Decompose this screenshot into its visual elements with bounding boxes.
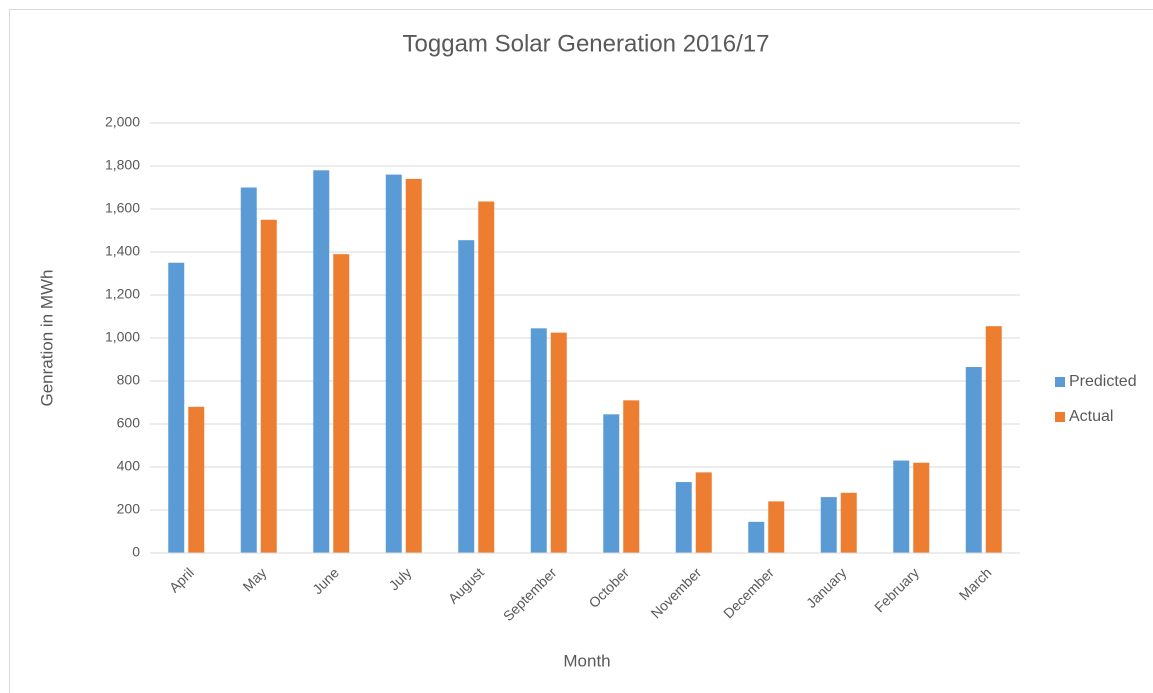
bar [260,219,277,553]
bar [695,472,712,553]
y-tick-label: 800 [117,372,141,388]
y-tick-label: 0 [132,544,140,560]
bar [385,174,402,553]
bar [965,367,982,553]
y-axis-label: Genration in MWh [37,270,56,407]
bar [168,262,185,553]
y-tick-label: 400 [117,458,141,474]
bar [840,492,857,553]
y-tick-label: 1,000 [105,329,140,345]
y-tick-label: 600 [117,415,141,431]
y-tick-label: 200 [117,501,141,517]
legend-swatch [1055,377,1065,387]
x-tick-label: August [445,564,487,606]
x-tick-label: December [720,564,777,621]
x-tick-label: February [871,564,922,615]
x-tick-label: January [803,564,850,611]
y-tick-label: 2,000 [105,114,140,130]
chart-title: Toggam Solar Generation 2016/17 [403,30,770,57]
bar [893,460,910,553]
bar [623,400,640,553]
bar [240,187,257,553]
x-tick-label: July [386,564,415,593]
bar [405,178,422,553]
x-tick-label: June [309,564,342,597]
x-tick-label: March [956,564,995,603]
bar [985,326,1002,553]
x-axis-label: Month [563,651,610,670]
x-tick-label: September [500,564,560,624]
bar [913,462,930,553]
y-tick-label: 1,600 [105,200,140,216]
bar [550,332,567,553]
bar [333,254,350,553]
bar [748,521,765,553]
x-tick-label: May [239,564,269,594]
bar [603,414,620,553]
bar [530,328,547,553]
bar [820,497,837,553]
x-tick-label: April [166,564,197,595]
bar [768,501,785,553]
y-tick-label: 1,800 [105,157,140,173]
y-tick-label: 1,400 [105,243,140,259]
legend-swatch [1055,412,1065,422]
bar [458,240,475,554]
bar [675,482,692,553]
bar [188,406,205,553]
y-tick-label: 1,200 [105,286,140,302]
bar [313,170,330,554]
chart-frame [9,9,1153,693]
bar [478,201,495,553]
legend-label: Actual [1069,408,1113,425]
x-tick-label: November [648,564,705,621]
legend-label: Predicted [1069,373,1137,390]
x-tick-label: October [585,564,632,611]
